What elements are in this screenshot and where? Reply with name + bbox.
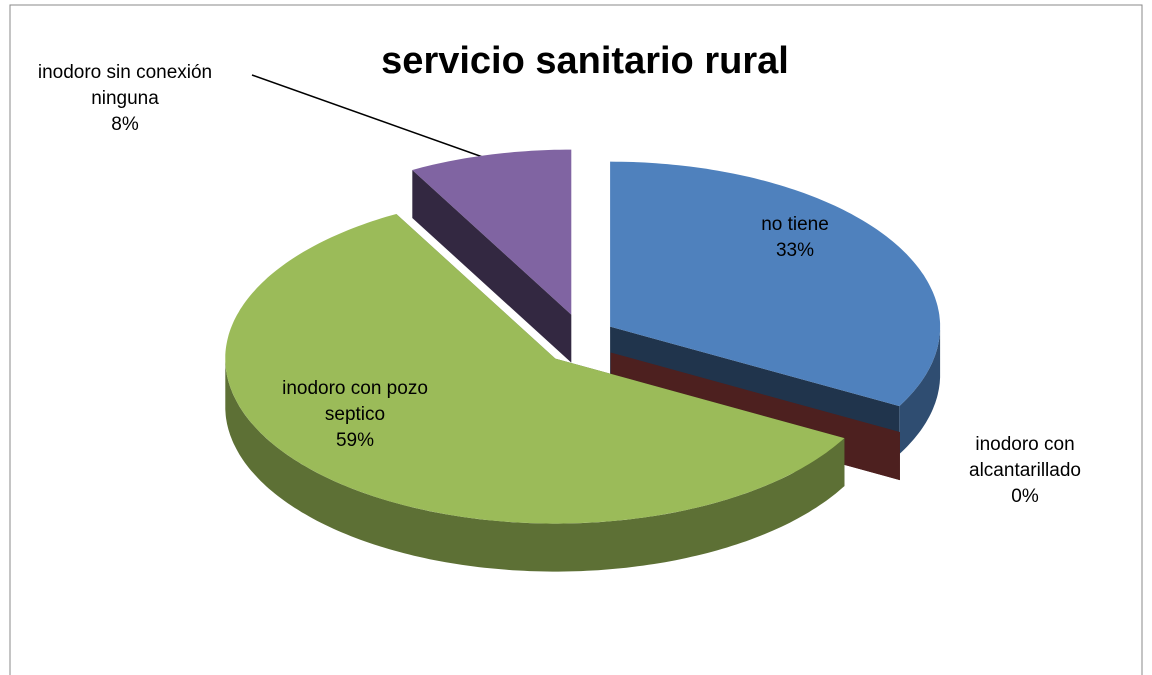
- data-label: inodoro con alcantarillado 0%: [930, 432, 1120, 510]
- value-label: 33%: [775, 240, 815, 261]
- category-label: inodoro sin conexión ninguna: [37, 62, 213, 109]
- data-label: no tiene 33%: [735, 212, 855, 264]
- slice: [412, 149, 572, 315]
- data-label: inodoro con pozo septico 59%: [250, 376, 460, 454]
- chart-frame: [9, 4, 1143, 675]
- chart-title: servicio sanitario rural: [381, 40, 789, 82]
- data-label: inodoro sin conexión ninguna 8%: [30, 60, 220, 138]
- slice-side: [412, 170, 572, 363]
- slice: [610, 161, 941, 407]
- category-label: inodoro con alcantarillado: [969, 434, 1081, 481]
- slice-wall: [899, 326, 941, 455]
- value-label: 8%: [111, 114, 139, 135]
- slice: [225, 214, 845, 524]
- leader-line: [251, 74, 509, 167]
- category-label: no tiene: [761, 214, 829, 235]
- value-label: 59%: [335, 430, 375, 451]
- value-label: 0%: [1011, 486, 1039, 507]
- slice-wall: [225, 358, 845, 572]
- category-label: inodoro con pozo septico: [282, 378, 428, 425]
